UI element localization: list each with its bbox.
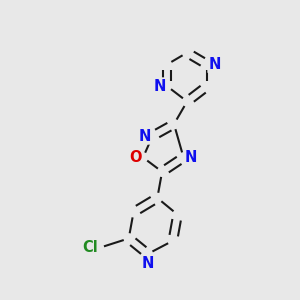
Text: N: N [153, 79, 166, 94]
Text: N: N [139, 128, 152, 143]
Text: O: O [129, 150, 142, 165]
Text: Cl: Cl [82, 240, 98, 255]
Text: N: N [185, 150, 197, 165]
Text: N: N [142, 256, 154, 271]
Text: N: N [208, 57, 221, 72]
